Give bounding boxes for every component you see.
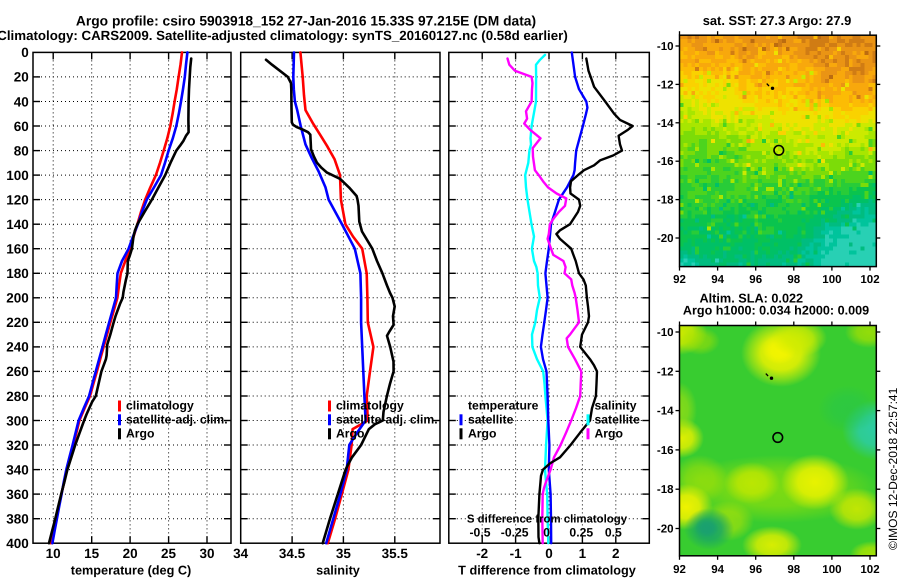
svg-text:96: 96 [749,274,762,286]
svg-text:2: 2 [612,546,620,561]
svg-text:20: 20 [14,70,29,85]
svg-text:160: 160 [6,242,29,257]
svg-text:Argo profile: csiro 5903918_15: Argo profile: csiro 5903918_152 27-Jan-2… [76,13,536,28]
svg-text:340: 340 [6,462,29,477]
svg-text:280: 280 [6,389,29,404]
svg-text:-12: -12 [657,366,674,378]
svg-text:satellite: satellite [595,412,641,426]
svg-text:35: 35 [336,546,352,561]
svg-text:-14: -14 [657,118,674,130]
svg-text:temperature: temperature [468,399,539,413]
svg-text:-18: -18 [657,195,674,207]
svg-text:102: 102 [860,564,879,576]
svg-text:Altim. SLA: 0.022: Altim. SLA: 0.022 [699,292,803,306]
svg-text:240: 240 [6,340,29,355]
svg-text:380: 380 [6,512,29,527]
svg-text:salinity: salinity [316,564,360,578]
svg-text:-1: -1 [510,546,522,561]
svg-text:climatology: climatology [336,399,404,413]
svg-text:temperature (deg C): temperature (deg C) [71,564,192,578]
svg-text:salinity: salinity [595,399,637,413]
svg-text:360: 360 [6,487,29,502]
svg-text:260: 260 [6,364,29,379]
svg-text:-14: -14 [657,406,674,418]
svg-text:94: 94 [711,564,724,576]
svg-text:-10: -10 [657,41,674,53]
svg-text:T difference from climatology: T difference from climatology [458,564,636,578]
svg-text:-0.25: -0.25 [501,526,529,540]
svg-text:98: 98 [787,564,800,576]
svg-text:200: 200 [6,291,29,306]
svg-text:180: 180 [6,266,29,281]
svg-text:120: 120 [6,192,29,207]
svg-text:100: 100 [822,564,841,576]
svg-text:20: 20 [123,546,138,561]
svg-text:220: 220 [6,315,29,330]
svg-text:92: 92 [673,564,686,576]
svg-text:1: 1 [579,546,587,561]
svg-text:©IMOS 12-Dec-2018 22:57:41: ©IMOS 12-Dec-2018 22:57:41 [886,387,900,550]
svg-text:100: 100 [6,168,29,183]
svg-text:-16: -16 [657,445,674,457]
svg-text:94: 94 [711,274,724,286]
svg-text:0.25: 0.25 [569,526,593,540]
svg-text:40: 40 [14,94,29,109]
svg-text:34: 34 [233,546,249,561]
svg-text:30: 30 [199,546,214,561]
svg-text:Climatology: CARS2009. Satelli: Climatology: CARS2009. Satellite-adjuste… [0,28,568,43]
svg-text:98: 98 [787,274,800,286]
svg-text:satellite: satellite [468,412,514,426]
svg-text:Argo: Argo [126,426,154,440]
svg-text:0: 0 [543,526,550,540]
svg-text:satellite-adj. clim.: satellite-adj. clim. [336,412,438,426]
svg-text:320: 320 [6,438,29,453]
svg-text:0.5: 0.5 [605,526,622,540]
svg-text:-16: -16 [657,156,674,168]
svg-text:92: 92 [673,274,686,286]
svg-text:climatology: climatology [126,399,194,413]
svg-text:300: 300 [6,413,29,428]
svg-text:15: 15 [84,546,100,561]
svg-text:Argo: Argo [468,426,496,440]
svg-text:10: 10 [46,546,61,561]
svg-text:25: 25 [161,546,177,561]
svg-text:-12: -12 [657,79,674,91]
svg-text:0: 0 [545,546,553,561]
svg-text:sat. SST: 27.3 Argo: 27.9: sat. SST: 27.3 Argo: 27.9 [703,13,852,28]
svg-text:-10: -10 [657,327,674,339]
svg-text:-0.5: -0.5 [469,526,490,540]
svg-text:S difference from climatology: S difference from climatology [467,514,628,526]
svg-text:100: 100 [822,274,841,286]
svg-text:-2: -2 [476,546,488,561]
svg-text:satellite-adj. clim.: satellite-adj. clim. [126,412,228,426]
svg-text:Argo: Argo [336,426,364,440]
svg-text:60: 60 [14,119,29,134]
svg-text:102: 102 [860,274,879,286]
svg-text:-20: -20 [657,233,674,245]
svg-text:0: 0 [21,45,29,60]
svg-text:Argo: Argo [595,426,623,440]
svg-text:80: 80 [14,143,29,158]
svg-text:400: 400 [6,536,29,551]
svg-text:-18: -18 [657,484,674,496]
svg-text:96: 96 [749,564,762,576]
svg-text:34.5: 34.5 [279,546,306,561]
svg-text:-20: -20 [657,524,674,536]
svg-text:140: 140 [6,217,29,232]
svg-text:Argo h1000: 0.034 h2000: 0.009: Argo h1000: 0.034 h2000: 0.009 [683,304,869,318]
svg-text:35.5: 35.5 [382,546,409,561]
